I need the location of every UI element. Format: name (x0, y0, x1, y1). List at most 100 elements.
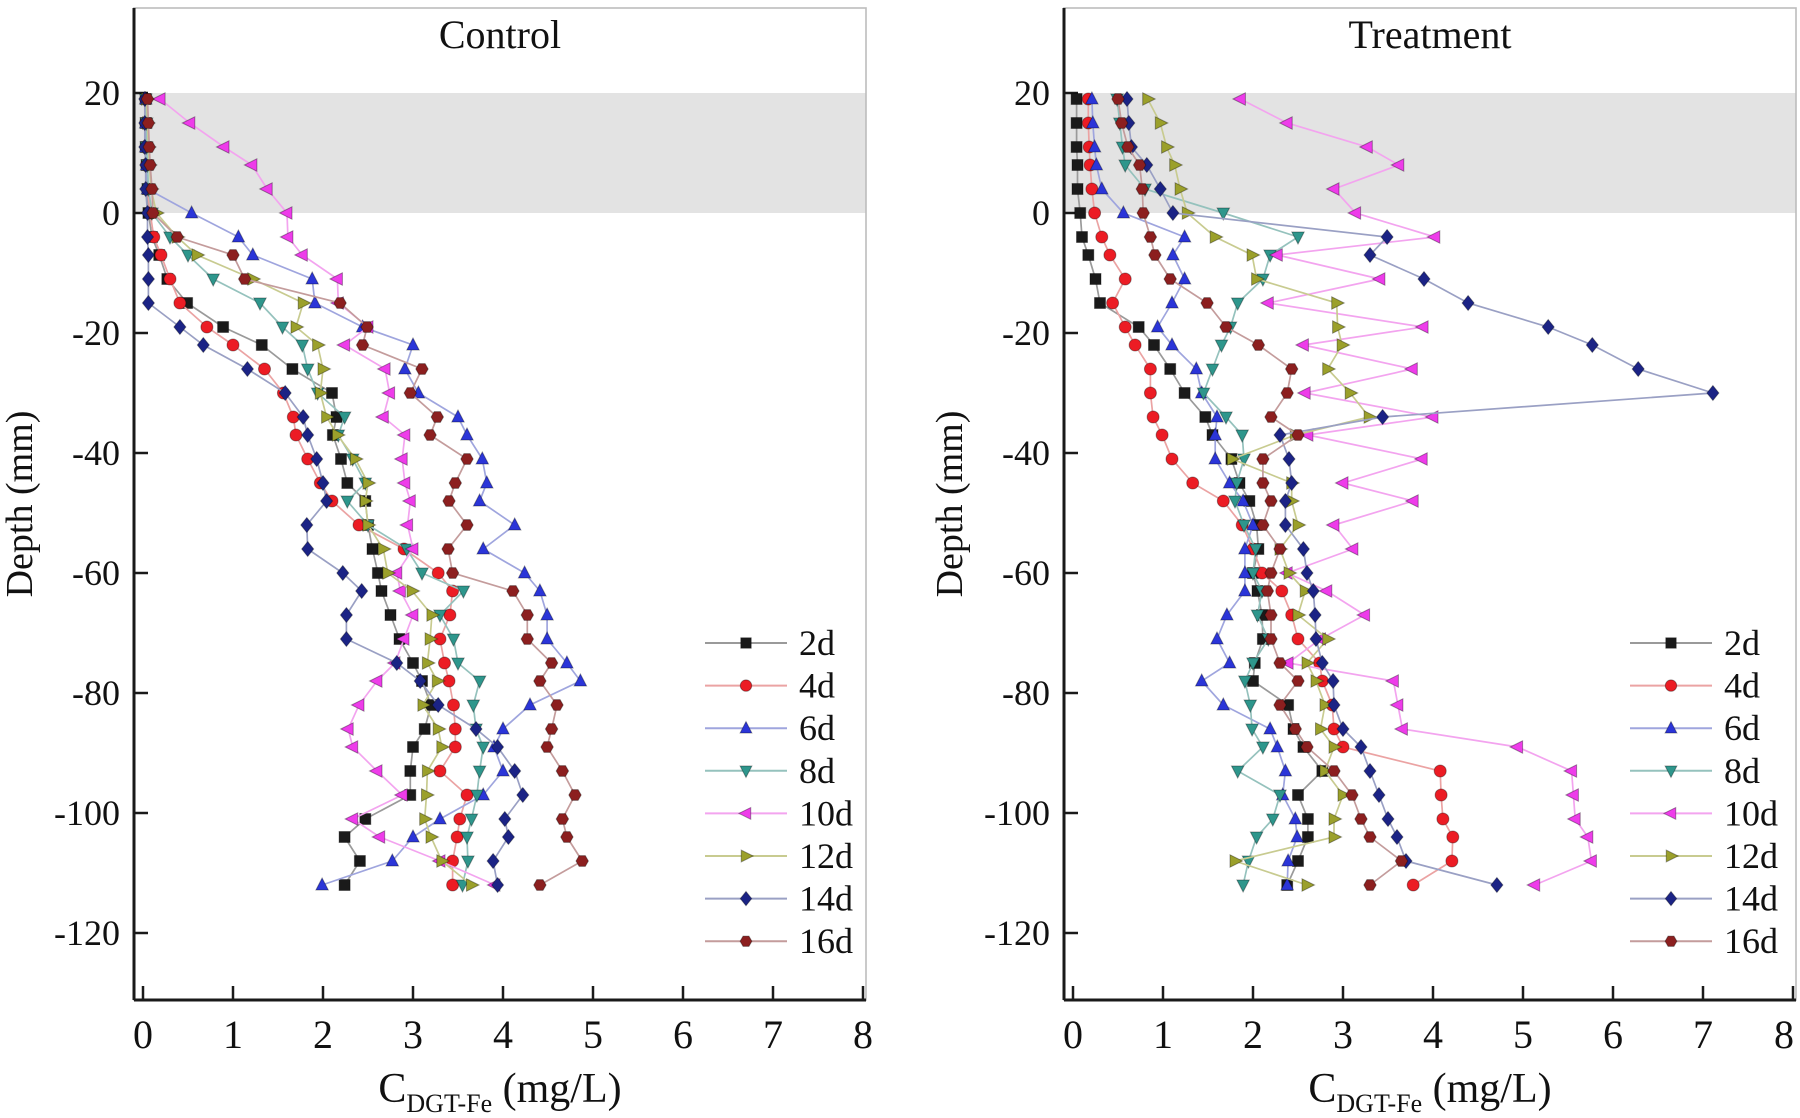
marker-square (1132, 321, 1145, 333)
marker-hexagon (1664, 935, 1678, 947)
marker-diamond (278, 384, 292, 402)
marker-triangle-up (1089, 156, 1104, 171)
marker-triangle-down (1237, 675, 1252, 690)
marker-hexagon (1264, 609, 1278, 621)
marker-square (1292, 855, 1304, 867)
marker-hexagon (1148, 249, 1162, 261)
marker-triangle-left (1334, 475, 1349, 491)
marker-circle (1664, 679, 1678, 692)
marker-triangle-left (350, 697, 365, 713)
marker-triangle-up (1164, 294, 1180, 309)
marker-triangle-up (476, 540, 491, 555)
marker-circle (1434, 788, 1448, 802)
marker-hexagon (1273, 543, 1287, 555)
marker-triangle-down (300, 363, 315, 378)
marker-square (1094, 297, 1106, 309)
marker-circle (739, 679, 753, 692)
marker-square (1301, 831, 1314, 843)
legend-label: 8d (799, 751, 835, 791)
marker-diamond (486, 852, 500, 870)
marker-triangle-down (1664, 765, 1678, 779)
y-tick-label: -60 (1002, 553, 1050, 593)
y-tick-label: -120 (54, 913, 120, 953)
marker-hexagon (333, 297, 347, 309)
marker-circle (447, 698, 460, 712)
swi-shaded-band (1064, 93, 1796, 213)
marker-triangle-left (398, 517, 414, 533)
marker-triangle-down (206, 273, 221, 288)
marker-hexagon (1354, 813, 1368, 825)
marker-diamond (413, 672, 427, 690)
marker-triangle-up (1280, 876, 1295, 891)
marker-triangle-left (344, 811, 359, 827)
marker-triangle-left (151, 91, 166, 107)
marker-square (371, 567, 384, 579)
marker-circle (446, 878, 460, 892)
marker-triangle-up (315, 876, 330, 891)
series-line (1240, 98, 1593, 886)
marker-triangle-up (397, 360, 412, 375)
marker-hexagon (142, 141, 157, 153)
marker-triangle-up (405, 828, 421, 843)
marker-triangle-up (305, 270, 320, 285)
marker-circle (453, 812, 467, 826)
marker-triangle-right (1174, 181, 1189, 197)
marker-diamond (1372, 786, 1386, 804)
panel-treatment: 0 1 2 3 4 5 6 7 8 20 0 -20 -40 -60 -80 -100 -120 Treatmen… (929, 7, 1797, 1118)
marker-circle (1146, 410, 1160, 424)
marker-triangle-left (1318, 583, 1333, 599)
marker-triangle-right (349, 451, 365, 467)
marker-triangle-left (243, 157, 258, 173)
y-tick-label: -80 (72, 673, 120, 713)
marker-triangle-right (432, 721, 447, 737)
marker-hexagon (560, 831, 574, 843)
marker-triangle-down (1236, 879, 1251, 894)
legend-item-14d: 14d (1630, 879, 1778, 919)
series-line (1126, 98, 1714, 886)
marker-triangle-right (421, 655, 437, 671)
marker-triangle-up (479, 474, 494, 489)
y-tick-label: -120 (984, 913, 1050, 953)
marker-diamond (490, 738, 505, 756)
marker-square (1199, 411, 1212, 423)
legend-label: 8d (1724, 751, 1760, 791)
marker-square (1665, 637, 1677, 649)
legend-label: 12d (1724, 836, 1778, 876)
marker-triangle-down (450, 657, 466, 672)
marker-triangle-left (1582, 853, 1597, 869)
axis-ticks: 0 1 2 3 4 5 6 7 8 20 0 -20 -40 -60 -80 -100 -120 (984, 73, 1795, 1057)
marker-triangle-left (368, 673, 383, 689)
marker-hexagon (1256, 519, 1270, 531)
marker-circle (1291, 632, 1305, 646)
legend-item-12d: 12d (1630, 836, 1778, 876)
marker-triangle-down (337, 411, 352, 426)
marker-circle (226, 338, 240, 352)
marker-circle (1095, 230, 1109, 244)
marker-diamond (300, 516, 314, 534)
marker-square (1082, 249, 1095, 261)
marker-triangle-down (1227, 495, 1243, 510)
marker-hexagon (448, 477, 463, 489)
marker-diamond (141, 294, 156, 312)
marker-triangle-right (1301, 877, 1316, 893)
marker-circle (1406, 878, 1420, 892)
marker-triangle-up (517, 564, 532, 579)
marker-square (1070, 93, 1083, 105)
marker-diamond (296, 408, 310, 426)
marker-triangle-up (1222, 654, 1237, 669)
marker-triangle-right (331, 427, 347, 443)
marker-hexagon (1394, 855, 1409, 867)
y-axis-label: Depth (mm) (929, 411, 971, 598)
marker-diamond (339, 630, 354, 648)
marker-diamond (1166, 204, 1180, 222)
marker-triangle-left (1325, 181, 1340, 197)
marker-circle (1106, 296, 1120, 310)
marker-triangle-right (290, 319, 305, 335)
marker-square (1070, 141, 1083, 153)
marker-triangle-right (1337, 787, 1352, 803)
marker-triangle-right (1169, 157, 1184, 173)
x-tick-label: 6 (1603, 1012, 1623, 1057)
marker-triangle-left (1404, 493, 1419, 509)
